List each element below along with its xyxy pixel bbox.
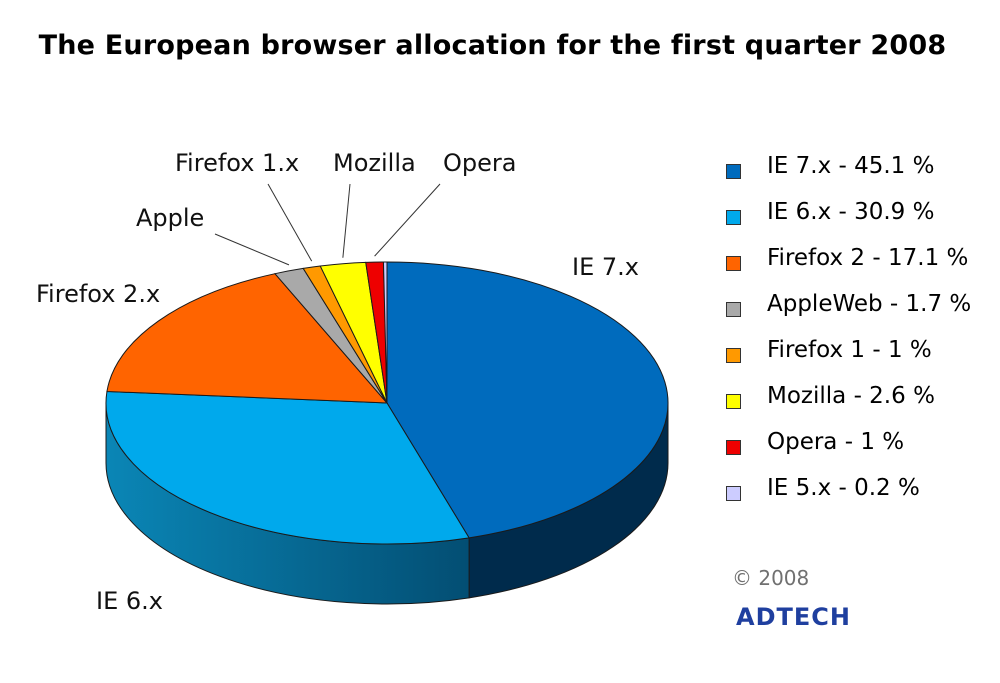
legend-label: Mozilla - 2.6 % xyxy=(767,383,935,409)
legend-swatch xyxy=(726,394,741,409)
slice-label-firefox2: Firefox 2.x xyxy=(36,280,160,308)
leader-line-firefox-1 xyxy=(267,183,313,262)
legend-swatch xyxy=(726,486,741,501)
adtech-logo: ADTECH xyxy=(736,603,851,631)
leader-line-mozilla xyxy=(342,183,351,258)
legend-swatch xyxy=(726,164,741,179)
leader-line-appleweb xyxy=(214,233,290,266)
pie-slice-firefox-2 xyxy=(106,273,389,404)
legend-swatch xyxy=(726,256,741,271)
legend-label: Firefox 1 - 1 % xyxy=(767,337,932,363)
slice-label-apple: Apple xyxy=(136,204,204,232)
copyright-notice: © 2008 xyxy=(732,566,810,590)
slice-label-mozilla: Mozilla xyxy=(333,149,416,177)
slice-label-opera: Opera xyxy=(443,149,516,177)
pie-slice-ie-6-x xyxy=(105,390,470,545)
legend-label: IE 5.x - 0.2 % xyxy=(767,475,920,501)
chart-title: The European browser allocation for the … xyxy=(38,30,947,61)
legend-label: Firefox 2 - 17.1 % xyxy=(767,245,969,271)
legend-swatch xyxy=(726,348,741,363)
legend-swatch xyxy=(726,302,741,317)
leader-line-opera xyxy=(374,183,441,257)
legend-label: IE 6.x - 30.9 % xyxy=(767,199,935,225)
legend-label: IE 7.x - 45.1 % xyxy=(767,153,935,179)
legend-swatch xyxy=(726,440,741,455)
legend-label: Opera - 1 % xyxy=(767,429,905,455)
pie-slice-ie-7-x xyxy=(386,261,669,539)
slice-label-ie7: IE 7.x xyxy=(572,253,639,281)
slice-label-ie6: IE 6.x xyxy=(96,587,163,615)
pie-slice-ie-5-x xyxy=(382,261,388,404)
legend-label: AppleWeb - 1.7 % xyxy=(767,291,972,317)
legend-swatch xyxy=(726,210,741,225)
slice-label-firefox1: Firefox 1.x xyxy=(175,149,299,177)
